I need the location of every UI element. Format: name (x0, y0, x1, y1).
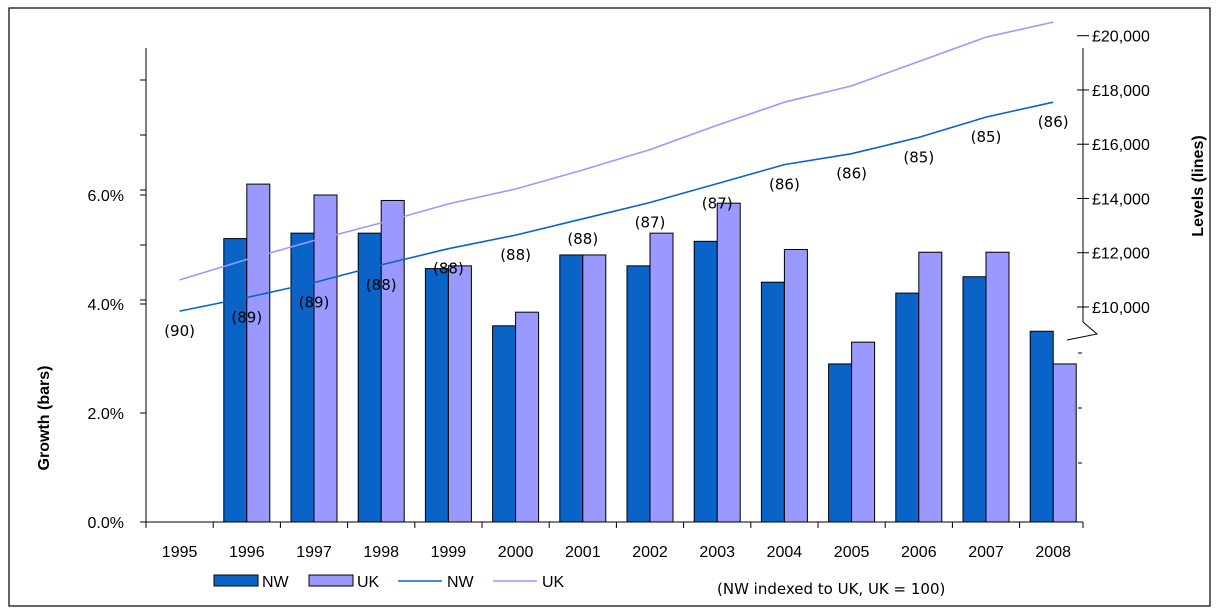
index-label-1996: (89) (231, 309, 262, 327)
bar-nw-2005 (828, 363, 853, 523)
bar-nw-1996 (223, 238, 248, 523)
bar-uk-2001 (582, 254, 607, 523)
left-tick-label: 4.0% (88, 297, 124, 314)
index-note: (NW indexed to UK, UK = 100) (717, 580, 945, 598)
legend-label-uk-line: UK (542, 574, 565, 591)
index-label-2000: (88) (500, 246, 531, 264)
index-label-2007: (85) (971, 128, 1002, 146)
bar-uk-2003 (716, 202, 741, 523)
bar-nw-1999 (424, 268, 449, 523)
chart-border (8, 7, 1211, 607)
bar-nw-2000 (492, 325, 517, 523)
index-labels: (90) (89) (89) (88) (88) (88) (88) (87) (87) (86)… (164, 113, 1068, 340)
bar-uk-2008 (1052, 363, 1077, 523)
x-tick-label: 2008 (1035, 544, 1071, 561)
bar-nw-2006 (895, 292, 920, 523)
bar-nw-2007 (962, 276, 987, 523)
right-tick-label: £14,000 (1092, 191, 1150, 208)
left-axis-title: Growth (bars) (36, 366, 53, 471)
index-label-2004: (86) (769, 176, 800, 194)
line-nw (179, 101, 1054, 312)
x-tick-label: 1995 (162, 544, 198, 561)
right-tick-label: £20,000 (1092, 29, 1150, 46)
index-label-2006: (85) (903, 148, 934, 166)
bar-nw-2004 (760, 281, 785, 523)
right-tick-label: £18,000 (1092, 83, 1150, 100)
right-axis-ticks: £10,000 £12,000 £14,000 £16,000 £18,000 £20,0… (1077, 29, 1150, 464)
bar-nw-2001 (559, 254, 584, 523)
left-tick-label: 0.0% (88, 515, 124, 532)
x-axis-ticks: 1995 1996 1997 1998 1999 2000 2001 2002 2003 2004… (145, 522, 1084, 561)
index-label-1998: (88) (366, 276, 397, 294)
x-tick-label: 2001 (565, 544, 601, 561)
x-tick-label: 2007 (968, 544, 1004, 561)
bar-uk-2006 (918, 251, 943, 523)
left-tick-label: 6.0% (88, 188, 124, 205)
line-uk (179, 21, 1054, 281)
index-label-2002: (87) (635, 214, 666, 232)
bar-nw-2008 (1029, 330, 1054, 523)
bar-uk-2002 (649, 232, 674, 523)
legend: NW UK NW UK (213, 574, 565, 591)
index-label-1999: (88) (433, 260, 464, 278)
bar-nw-2003 (693, 240, 718, 523)
index-label-1997: (89) (299, 294, 330, 312)
x-tick-label: 1998 (363, 544, 399, 561)
line-series (179, 21, 1054, 312)
bar-uk-2004 (783, 249, 808, 523)
index-label-2005: (86) (836, 165, 867, 183)
x-tick-label: 2006 (901, 544, 937, 561)
x-tick-label: 1999 (431, 544, 467, 561)
legend-label-uk-bar: UK (357, 574, 380, 591)
legend-swatch-nw-bar (213, 574, 259, 587)
bar-nw-1997 (290, 232, 315, 523)
legend-label-nw-bar: NW (262, 574, 290, 591)
bar-uk-2007 (985, 251, 1010, 523)
left-axis-ticks: 0.0% 2.0% 4.0% 6.0% (88, 79, 146, 532)
index-label-2001: (88) (567, 230, 598, 248)
bar-series (223, 183, 1077, 523)
legend-swatch-uk-bar (308, 574, 354, 587)
x-tick-label: 2005 (834, 544, 870, 561)
right-tick-label: £16,000 (1092, 137, 1150, 154)
x-tick-label: 2004 (767, 544, 803, 561)
bar-nw-2002 (626, 265, 651, 523)
bar-uk-1999 (447, 265, 472, 523)
bar-uk-1998 (380, 199, 405, 523)
index-label-1995: (90) (164, 322, 195, 340)
bar-uk-1997 (313, 194, 338, 523)
left-tick-label: 2.0% (88, 406, 124, 423)
bar-uk-2000 (515, 311, 540, 523)
right-axis-title: Levels (lines) (1190, 135, 1207, 236)
x-tick-label: 2002 (632, 544, 668, 561)
right-tick-label: £10,000 (1092, 300, 1150, 317)
x-tick-label: 1996 (229, 544, 265, 561)
x-tick-label: 2000 (498, 544, 534, 561)
legend-label-nw-line: NW (447, 574, 475, 591)
x-tick-label: 1997 (296, 544, 332, 561)
index-label-2003: (87) (702, 195, 733, 213)
axis-break-icon (1066, 321, 1099, 341)
right-tick-label: £12,000 (1092, 246, 1150, 263)
bar-uk-2005 (851, 341, 876, 523)
x-tick-label: 2003 (699, 544, 735, 561)
index-label-2008: (86) (1038, 113, 1069, 131)
bar-uk-1996 (246, 183, 271, 523)
